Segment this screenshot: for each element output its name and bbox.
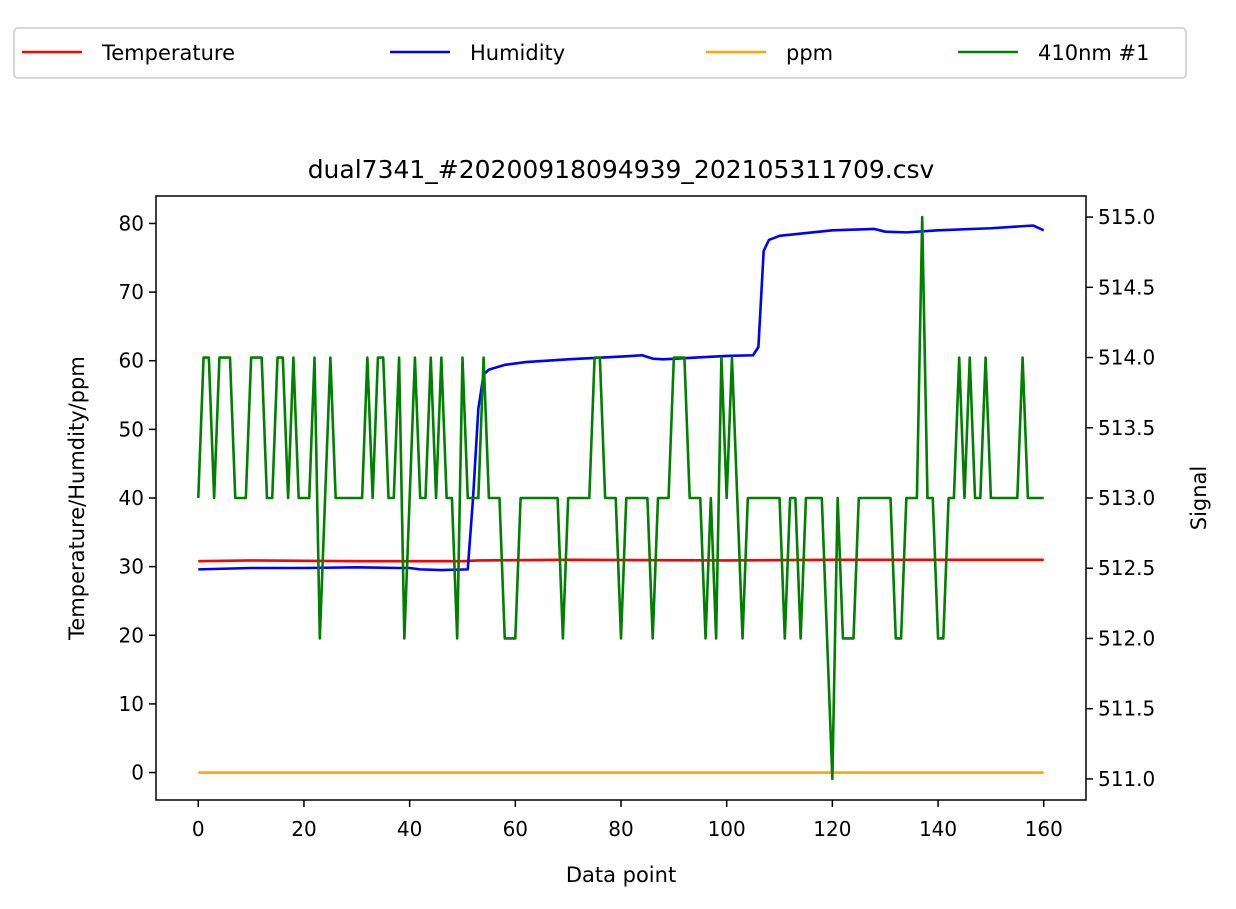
series-line-1 — [198, 224, 1045, 572]
x-tick-label: 80 — [608, 817, 633, 841]
y-left-tick-label: 0 — [131, 761, 144, 785]
y-left-tick-label: 10 — [119, 692, 144, 716]
y-left-tick-label: 70 — [119, 280, 144, 304]
y-right-tick-label: 514.0 — [1098, 346, 1155, 370]
x-tick-label: 100 — [708, 817, 746, 841]
legend: Temperature Humidity ppm 410nm #1 — [13, 27, 1187, 79]
y-axis-right: 511.0 511.5 512.0 512.5 513.0 513.5 514.0 514.5… — [1086, 205, 1155, 791]
y-left-tick-label: 20 — [119, 623, 144, 647]
y-left-tick-label: 60 — [119, 349, 144, 373]
y-axis-left: 0 10 20 30 40 50 60 70 80 — [119, 211, 156, 785]
series-line-3 — [196, 215, 1044, 781]
y-left-tick-label: 80 — [119, 211, 144, 235]
legend-label-2: ppm — [786, 41, 833, 65]
x-tick-label: 60 — [503, 817, 528, 841]
legend-frame — [13, 27, 1187, 79]
y-left-tick-label: 30 — [119, 555, 144, 579]
chart-title: dual7341_#20200918094939_202105311709.cs… — [308, 155, 935, 184]
x-tick-label: 20 — [291, 817, 316, 841]
x-tick-label: 40 — [397, 817, 422, 841]
x-axis-label: Data point — [566, 863, 676, 887]
y-right-tick-label: 513.5 — [1098, 416, 1155, 440]
y-right-tick-label: 512.5 — [1098, 556, 1155, 580]
y-right-tick-label: 515.0 — [1098, 205, 1155, 229]
x-tick-label: 160 — [1025, 817, 1063, 841]
x-axis: 0 20 40 60 80 100 120 140 160 — [192, 800, 1063, 841]
series-line-0 — [198, 558, 1044, 563]
y-right-tick-label: 511.5 — [1098, 697, 1155, 721]
x-tick-label: 0 — [192, 817, 205, 841]
x-tick-label: 120 — [813, 817, 851, 841]
y-right-tick-label: 514.5 — [1098, 275, 1155, 299]
legend-label-1: Humidity — [470, 41, 565, 65]
y-right-tick-label: 511.0 — [1098, 767, 1155, 791]
y-right-tick-label: 512.0 — [1098, 626, 1155, 650]
y-axis-left-label: Temperature/Humdity/ppm — [65, 356, 89, 641]
y-left-tick-label: 50 — [119, 417, 144, 441]
legend-label-3: 410nm #1 — [1038, 41, 1149, 65]
x-tick-label: 140 — [919, 817, 957, 841]
y-axis-right-label: Signal — [1187, 466, 1211, 531]
legend-label-0: Temperature — [101, 41, 235, 65]
y-right-tick-label: 513.0 — [1098, 486, 1155, 510]
y-left-tick-label: 40 — [119, 486, 144, 510]
